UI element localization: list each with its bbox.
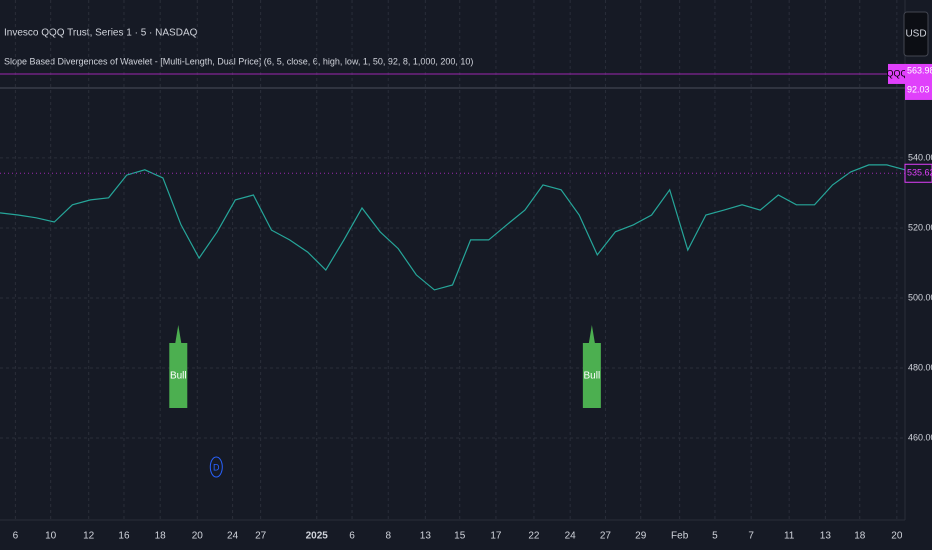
x-tick-label: 15 xyxy=(454,531,466,542)
y-tick-label: 500.00 xyxy=(908,292,932,302)
x-tick-label: 24 xyxy=(565,531,577,542)
bull-marker xyxy=(169,325,188,408)
x-tick-label: 16 xyxy=(118,531,130,542)
indicator-tag-bg xyxy=(905,63,932,100)
indicator-title: Slope Based Divergences of Wavelet - [Mu… xyxy=(4,56,473,66)
series-tag-bg xyxy=(888,63,906,84)
x-tick-label: 2025 xyxy=(306,531,329,542)
x-tick-label: 24 xyxy=(227,531,239,542)
x-tick-label: 27 xyxy=(600,531,612,542)
last-price-tag-bg xyxy=(904,163,932,183)
event-marker xyxy=(209,456,223,478)
x-tick-label: 18 xyxy=(854,531,866,542)
x-tick-label: 20 xyxy=(891,531,903,542)
currency-label[interactable]: USD xyxy=(905,29,926,40)
x-tick-label: 6 xyxy=(13,531,19,542)
chart-title: Invesco QQQ Trust, Series 1 · 5 · NASDAQ xyxy=(4,28,198,39)
x-tick-label: 13 xyxy=(420,531,432,542)
x-tick-label: 11 xyxy=(784,531,795,542)
x-tick-label: 18 xyxy=(155,531,167,542)
bull-marker xyxy=(582,325,601,408)
x-tick-label: 7 xyxy=(748,531,754,542)
x-tick-label: Feb xyxy=(671,531,689,542)
x-tick-label: 12 xyxy=(83,531,95,542)
y-tick-label: 460.00 xyxy=(908,432,932,442)
x-tick-label: 22 xyxy=(528,531,540,542)
bull-label: Bull xyxy=(170,371,187,382)
series-tag: QQQ xyxy=(886,68,907,78)
x-tick-label: 5 xyxy=(712,531,718,542)
last-price-tag: 535.62 xyxy=(907,168,932,178)
x-tick-label: 10 xyxy=(45,531,57,542)
x-tick-label: 17 xyxy=(490,531,502,542)
y-tick-label: 520.00 xyxy=(908,222,932,232)
x-tick-label: 13 xyxy=(820,531,832,542)
x-tick-label: 8 xyxy=(385,531,391,542)
x-tick-label: 20 xyxy=(192,531,204,542)
price-line xyxy=(0,164,906,291)
currency-button[interactable] xyxy=(903,11,929,57)
event-label: D xyxy=(213,462,220,472)
x-tick-label: 29 xyxy=(635,531,647,542)
bull-label: Bull xyxy=(584,371,601,382)
y-tick-label: 480.00 xyxy=(908,362,932,372)
x-tick-label: 27 xyxy=(255,531,267,542)
x-tick-label: 6 xyxy=(349,531,355,542)
indicator-tag: 563.98 xyxy=(907,65,932,75)
indicator-value-tag: 92.03 xyxy=(907,84,930,94)
y-tick-label: 540.00 xyxy=(908,152,932,162)
